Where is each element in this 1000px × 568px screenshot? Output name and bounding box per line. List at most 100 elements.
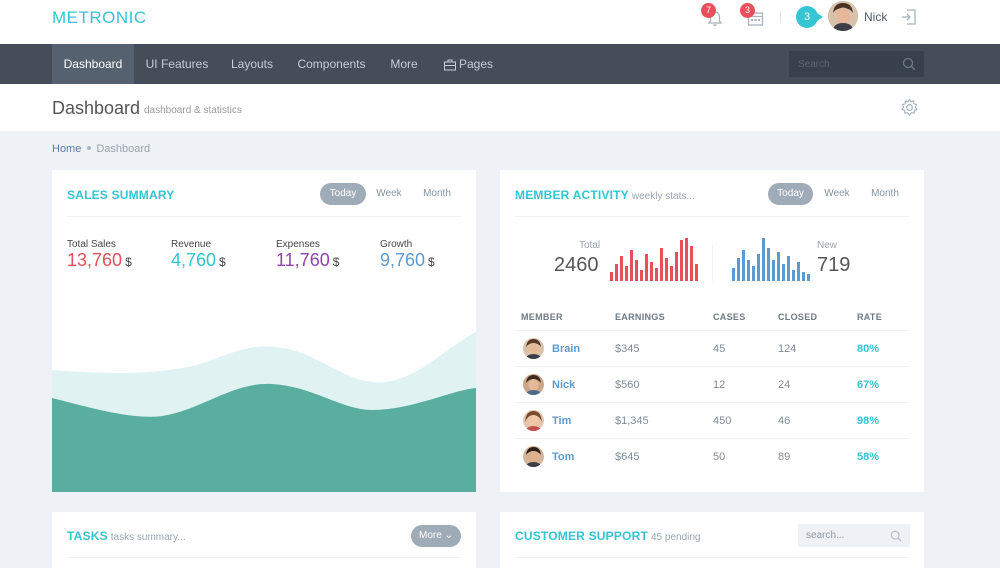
breadcrumb-current: Dashboard <box>96 143 151 155</box>
activity-tab-today[interactable]: Today <box>768 183 813 205</box>
avatar[interactable] <box>828 1 858 31</box>
customer-support-subtitle: 45 pending <box>651 532 701 543</box>
stat-label: Growth <box>380 239 413 250</box>
portlet-divider <box>67 216 461 217</box>
stat-revenue: Revenue 4,760 $ <box>171 239 226 271</box>
chat-icon[interactable]: 3 <box>796 6 823 28</box>
member-closed: 46 <box>778 415 791 427</box>
breadcrumb-separator <box>87 146 92 150</box>
nav-search <box>789 51 924 77</box>
nav-more[interactable]: More <box>390 57 418 71</box>
stat-unit: $ <box>428 255 435 269</box>
bell-icon[interactable]: 7 <box>701 3 725 28</box>
chevron-down-icon: ⌄ <box>444 530 453 541</box>
activity-tab-month[interactable]: Month <box>871 188 899 199</box>
sales-area-chart <box>52 332 476 492</box>
page-subtitle: dashboard & statistics <box>144 105 242 116</box>
stat-label: Revenue <box>171 239 212 250</box>
customer-support-title-text: CUSTOMER SUPPORT <box>515 529 648 543</box>
page-title: Dashboard <box>52 98 141 118</box>
stat-value: 4,760 <box>171 250 217 270</box>
calendar-icon[interactable]: 3 <box>740 3 765 28</box>
member-activity-portlet: MEMBER ACTIVITY weekly stats... Today Wee… <box>500 170 924 492</box>
member-cases: 450 <box>713 415 732 427</box>
tasks-title: TASKS tasks summary... <box>67 529 186 543</box>
portlet-divider <box>67 557 461 558</box>
member-name[interactable]: Nick <box>552 379 576 391</box>
stat-unit: $ <box>219 255 226 269</box>
logout-icon[interactable] <box>900 8 918 26</box>
member-closed: 89 <box>778 451 791 463</box>
member-cases: 50 <box>713 451 726 463</box>
tasks-title-text: TASKS <box>67 529 108 543</box>
search-icon[interactable] <box>902 57 916 71</box>
member-cases: 45 <box>713 343 726 355</box>
member-rate: 67% <box>857 379 880 391</box>
breadcrumb: Home Dashboard <box>52 143 150 155</box>
notification-count-badge: 7 <box>701 3 716 18</box>
total-sparkline <box>610 238 698 281</box>
stat-total-sales: Total Sales 13,760 $ <box>67 239 132 271</box>
customer-support-title: CUSTOMER SUPPORT 45 pending <box>515 529 701 543</box>
breadcrumb-home[interactable]: Home <box>52 143 82 155</box>
calendar-count-badge: 3 <box>740 3 755 18</box>
member-avatar <box>523 374 544 395</box>
sales-tab-today[interactable]: Today <box>320 183 366 205</box>
stat-value: 9,760 <box>380 250 426 270</box>
member-cases: 12 <box>713 379 726 391</box>
activity-divider <box>712 245 713 281</box>
page-title-bar: Dashboard dashboard & statistics <box>0 84 1000 131</box>
sales-tab-week[interactable]: Week <box>376 188 402 199</box>
nav-pages[interactable]: Pages <box>459 57 494 71</box>
stat-value: 13,760 <box>67 250 123 270</box>
member-closed: 124 <box>778 343 797 355</box>
customer-search-input[interactable] <box>798 524 888 547</box>
member-name[interactable]: Tom <box>552 451 575 463</box>
gear-icon[interactable] <box>900 98 919 117</box>
logo[interactable]: METRONIC <box>52 8 147 27</box>
member-closed: 24 <box>778 379 791 391</box>
member-rate: 80% <box>857 343 880 355</box>
table-row[interactable]: Nick $560 12 24 67% <box>516 366 909 402</box>
nav-ui-features[interactable]: UI Features <box>145 57 209 71</box>
column-header-rate: RATE <box>857 312 883 322</box>
member-earnings: $345 <box>615 343 640 355</box>
member-name[interactable]: Brain <box>552 343 581 355</box>
activity-tab-week[interactable]: Week <box>824 188 850 199</box>
member-activity-subtitle: weekly stats... <box>631 191 695 202</box>
portlet-divider <box>515 216 909 217</box>
portlet-divider <box>515 557 909 558</box>
new-label: New <box>817 240 838 251</box>
table-row[interactable]: Brain $345 45 124 80% <box>516 330 909 366</box>
tasks-more-button[interactable]: More ⌄ <box>411 525 461 547</box>
customer-support-portlet: CUSTOMER SUPPORT 45 pending <box>500 512 924 568</box>
stat-value: 11,760 <box>276 250 330 270</box>
main-nav: Dashboard UI Features Layouts Components… <box>0 44 1000 84</box>
more-button-label: More <box>419 530 442 541</box>
table-row[interactable]: Tom $645 50 89 58% <box>516 438 909 474</box>
member-avatar <box>523 446 544 467</box>
stat-unit: $ <box>332 255 340 269</box>
member-rate: 98% <box>857 415 880 427</box>
column-header-closed: CLOSED <box>778 312 818 322</box>
search-icon[interactable] <box>890 530 902 542</box>
table-row[interactable]: Tim $1,345 450 46 98% <box>516 402 909 438</box>
member-rate: 58% <box>857 451 880 463</box>
stat-unit: $ <box>125 255 132 269</box>
search-input[interactable] <box>789 51 899 77</box>
member-earnings: $645 <box>615 451 640 463</box>
header-divider <box>780 11 781 23</box>
user-name[interactable]: Nick <box>864 10 888 24</box>
member-name[interactable]: Tim <box>552 415 572 427</box>
nav-dashboard[interactable]: Dashboard <box>52 44 134 84</box>
nav-components[interactable]: Components <box>297 57 366 71</box>
sales-tab-month[interactable]: Month <box>423 188 451 199</box>
member-earnings: $560 <box>615 379 640 391</box>
nav-layouts[interactable]: Layouts <box>230 57 274 71</box>
tasks-portlet: TASKS tasks summary... More ⌄ <box>52 512 476 568</box>
stat-label: Expenses <box>276 239 320 250</box>
stat-growth: Growth 9,760 $ <box>380 239 435 271</box>
member-avatar <box>523 338 544 359</box>
sales-summary-title: SALES SUMMARY <box>67 188 175 202</box>
stat-label: Total Sales <box>67 239 116 250</box>
